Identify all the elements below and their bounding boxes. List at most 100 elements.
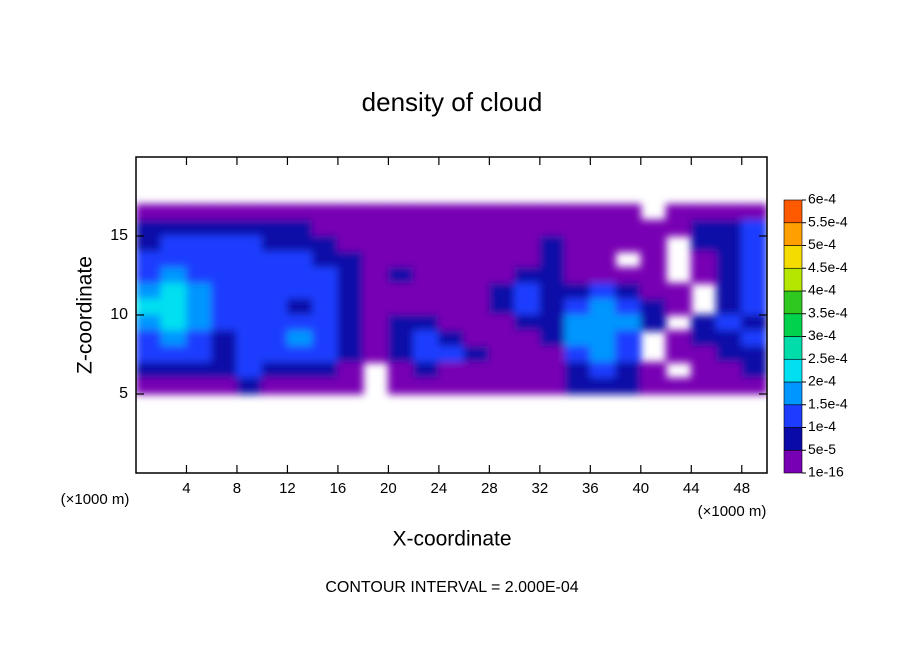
contour-cell <box>488 314 516 332</box>
contour-cell <box>312 377 339 395</box>
z-unit-label: (×1000 m) <box>61 491 130 508</box>
contour-cell <box>589 314 617 332</box>
contour-cell <box>337 203 364 221</box>
contour-cell <box>286 361 314 379</box>
contour-cell <box>438 235 465 253</box>
colorbar-label: 5e-5 <box>808 441 836 457</box>
contour-cell <box>514 330 541 348</box>
contour-cell <box>160 298 187 316</box>
contour-cell <box>413 219 440 237</box>
contour-cell <box>136 282 162 300</box>
contour-cell <box>261 267 288 284</box>
contour-cell <box>640 235 667 253</box>
contour-cell <box>539 330 566 348</box>
contour-cell <box>716 251 743 269</box>
colorbar-label: 4e-4 <box>808 282 836 298</box>
contour-cell <box>413 251 440 269</box>
x-tick-label: 20 <box>380 480 397 497</box>
contour-cell <box>236 235 263 253</box>
contour-cell <box>514 219 541 237</box>
contour-cell <box>236 203 263 221</box>
contour-cell <box>589 346 617 363</box>
contour-cell <box>741 314 767 332</box>
contour-cell <box>312 298 339 316</box>
contour-cell <box>463 267 490 284</box>
contour-cell <box>438 282 465 300</box>
contour-cell <box>286 203 314 221</box>
colorbar-band <box>783 267 803 292</box>
contour-cell <box>690 314 718 332</box>
contour-cell <box>539 267 566 284</box>
contour-cell <box>286 298 314 316</box>
colorbar-label: 1e-16 <box>808 464 844 480</box>
colorbar-label: 1.5e-4 <box>808 395 848 411</box>
y-tick-label: 5 <box>119 385 128 402</box>
colorbar-band <box>783 449 803 474</box>
contour-cell <box>286 282 314 300</box>
contour-cell <box>539 298 566 316</box>
contour-cell <box>463 346 490 363</box>
contour-cell <box>362 251 389 269</box>
contour-cell <box>413 298 440 316</box>
contour-cell <box>160 235 187 253</box>
x-unit-label: (×1000 m) <box>698 503 767 520</box>
contour-cell <box>337 219 364 237</box>
contour-cell <box>261 251 288 269</box>
contour-cell <box>286 251 314 269</box>
colorbar-band <box>783 290 803 315</box>
contour-cell <box>211 330 238 348</box>
contour-cell <box>488 298 516 316</box>
contour-cell <box>211 235 238 253</box>
contour-cell <box>741 298 767 316</box>
contour-cell <box>564 314 591 332</box>
contour-cell <box>136 298 162 316</box>
contour-cell <box>589 298 617 316</box>
contour-cell <box>665 346 692 363</box>
contour-cell <box>716 235 743 253</box>
contour-cell <box>690 346 718 363</box>
contour-cell <box>615 377 642 395</box>
contour-cell <box>136 377 162 395</box>
contour-cell <box>615 219 642 237</box>
contour-cell <box>362 330 389 348</box>
contour-cell <box>286 267 314 284</box>
contour-cell <box>438 330 465 348</box>
contour-cell <box>589 361 617 379</box>
contour-cell <box>312 361 339 379</box>
x-tick-label: 44 <box>683 480 700 497</box>
contour-cell <box>337 267 364 284</box>
contour-cell <box>185 203 213 221</box>
contour-cell <box>387 203 415 221</box>
contour-cell <box>640 219 667 237</box>
contour-cell <box>337 330 364 348</box>
contour-cell <box>236 298 263 316</box>
contour-cell <box>387 314 415 332</box>
contour-cell <box>236 282 263 300</box>
contour-cell <box>488 203 516 221</box>
contour-cell <box>337 361 364 379</box>
contour-cell <box>185 330 213 348</box>
contour-cell <box>640 314 667 332</box>
contour-cell <box>337 282 364 300</box>
contour-cell <box>312 203 339 221</box>
contour-cell <box>438 203 465 221</box>
contour-cell <box>741 219 767 237</box>
contour-cell <box>488 219 516 237</box>
contour-cell <box>564 361 591 379</box>
contour-cell <box>261 282 288 300</box>
contour-cell <box>665 330 692 348</box>
contour-cell <box>539 346 566 363</box>
contour-cell <box>665 298 692 316</box>
contour-cell <box>690 235 718 253</box>
contour-cell <box>337 314 364 332</box>
contour-cell <box>160 251 187 269</box>
contour-cell <box>615 282 642 300</box>
contour-cell <box>362 346 389 363</box>
contour-cell <box>615 298 642 316</box>
contour-cell <box>261 346 288 363</box>
contour-cell <box>716 361 743 379</box>
contour-cell <box>539 203 566 221</box>
contour-cell <box>312 267 339 284</box>
contour-cell <box>413 314 440 332</box>
